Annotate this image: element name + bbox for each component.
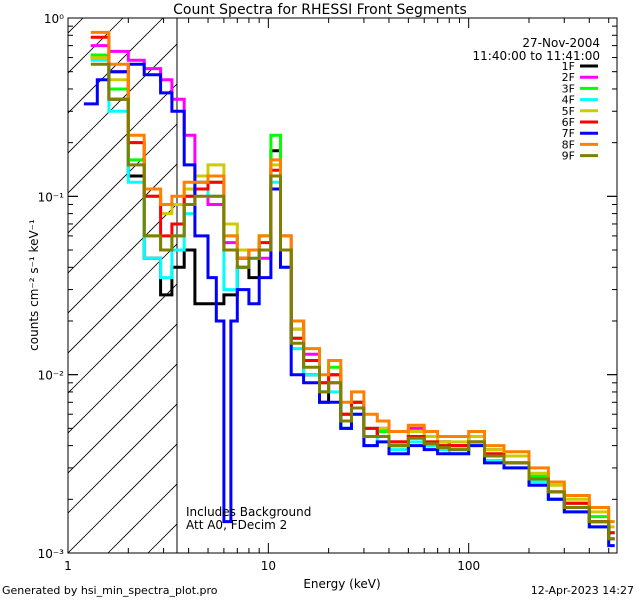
- hatch-line: [68, 163, 177, 274]
- chart-title: Count Spectra for RHESSI Front Segments: [173, 2, 467, 18]
- series-8F-line: [90, 30, 615, 524]
- y-tick-label: 10⁰: [44, 12, 64, 26]
- hatch-line: [68, 403, 177, 514]
- legend-label-2F: 2F: [562, 71, 575, 84]
- time-range-label: 11:40:00 to 11:41:00: [472, 49, 600, 63]
- series-7F-line: [83, 62, 615, 548]
- date-label: 27-Nov-2004: [522, 36, 600, 50]
- series-9F-line: [90, 62, 615, 541]
- y-tick-label: 10⁻³: [38, 547, 65, 561]
- background-annotation: Includes Background: [186, 505, 312, 519]
- footer-timestamp: 12-Apr-2023 14:27: [530, 584, 634, 597]
- y-tick-label: 10⁻²: [38, 369, 65, 383]
- plot-frame: [67, 17, 618, 554]
- x-tick-label: 100: [457, 559, 480, 573]
- x-tick-label: 10: [261, 559, 276, 573]
- legend-label-9F: 9F: [562, 150, 575, 163]
- legend-label-3F: 3F: [562, 82, 575, 95]
- hatch-line: [68, 18, 124, 74]
- x-axis-label: Energy (keV): [303, 577, 381, 591]
- legend-label-6F: 6F: [562, 116, 575, 129]
- legend-label-7F: 7F: [562, 127, 575, 140]
- footer-generated-by: Generated by hsi_min_spectra_plot.pro: [2, 584, 218, 597]
- hatch-line: [68, 43, 177, 154]
- legend-label-5F: 5F: [562, 105, 575, 118]
- hatch-line: [68, 243, 177, 354]
- hatch-line: [68, 203, 177, 314]
- x-tick-label: 1: [64, 559, 72, 573]
- hatch-line: [68, 363, 177, 474]
- series-layer: [83, 30, 615, 548]
- legend-label-8F: 8F: [562, 138, 575, 151]
- legend-label-1F: 1F: [562, 60, 575, 73]
- axis-ticks: [67, 17, 617, 554]
- legend-label-4F: 4F: [562, 94, 575, 107]
- hatch-line: [68, 443, 177, 553]
- y-tick-label: 10⁻¹: [38, 190, 65, 204]
- attenuator-annotation: Att A0, FDecim 2: [186, 518, 288, 532]
- y-axis-label: counts cm⁻² s⁻¹ keV⁻¹: [27, 219, 41, 351]
- axis-tick-labels: 1 10 100 10⁰ 10⁻¹ 10⁻² 10⁻³: [38, 12, 481, 573]
